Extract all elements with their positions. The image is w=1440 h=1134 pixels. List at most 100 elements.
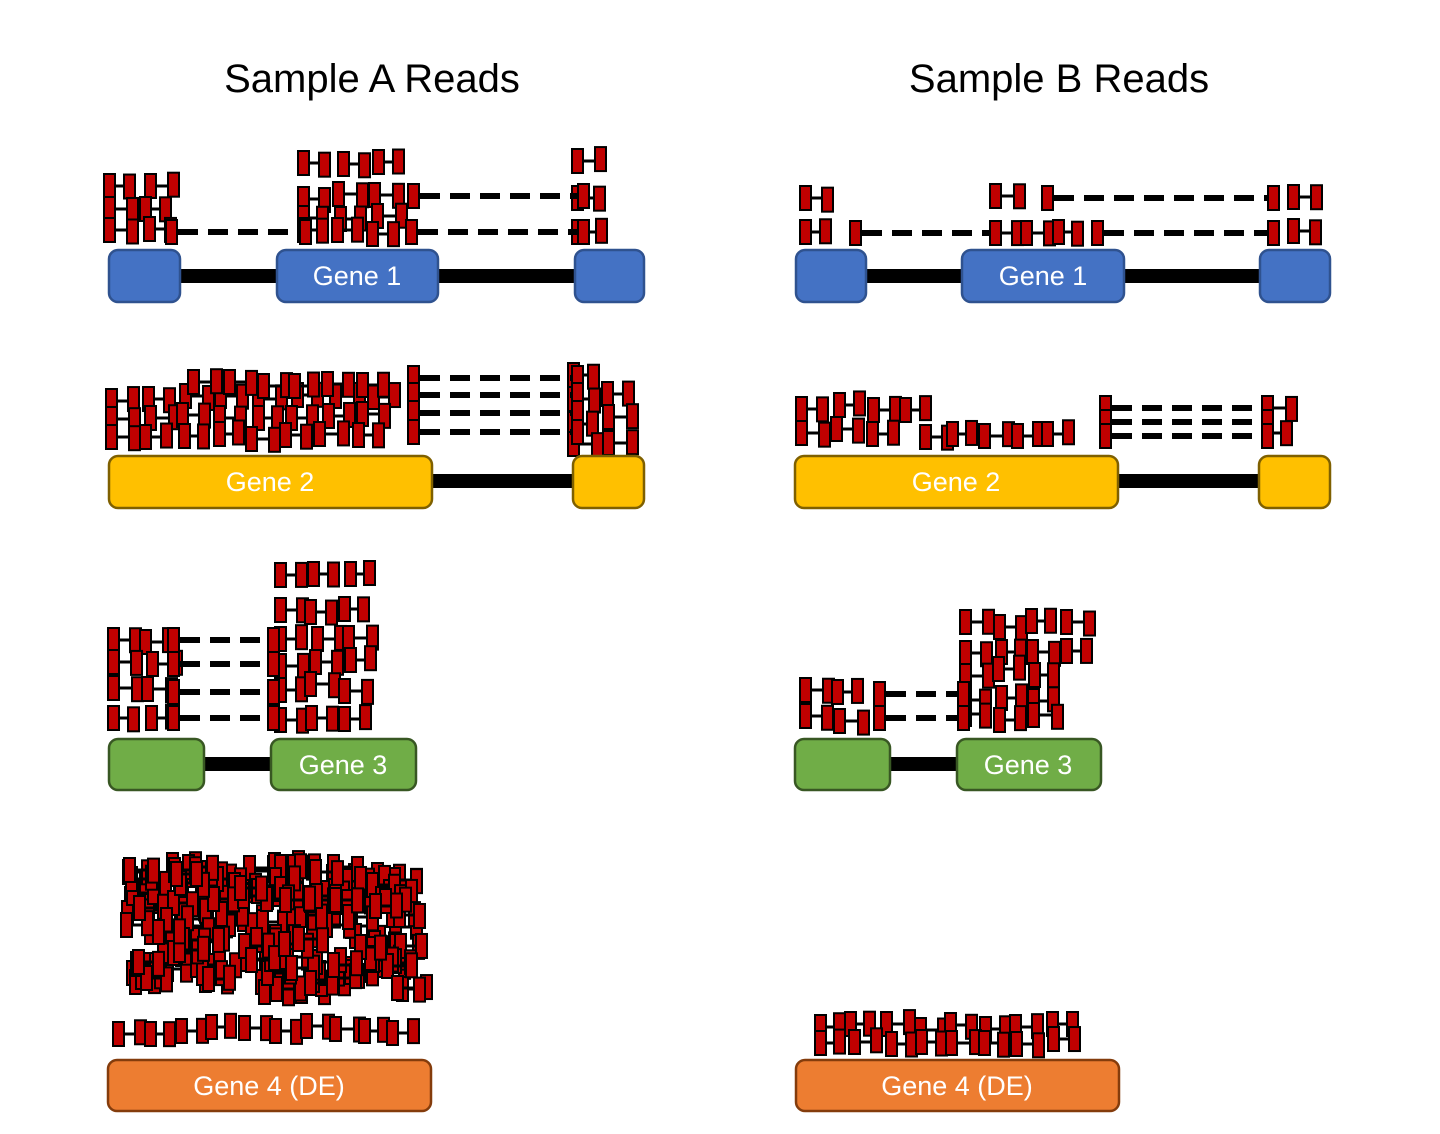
sample-a-gene4-reads (112, 850, 433, 1048)
read-mate (267, 651, 280, 677)
paired-read (107, 627, 142, 654)
paired-read (139, 422, 173, 450)
spliced-read (407, 419, 584, 445)
read-mate (997, 1031, 1010, 1058)
read-mate (223, 964, 236, 991)
read-mate (852, 417, 865, 444)
read-mate (304, 671, 317, 697)
exon-block (794, 1058, 1121, 1113)
paired-read (959, 608, 995, 635)
paired-read (352, 422, 385, 449)
sample-b-gene1: Gene 1 (794, 183, 1332, 304)
read-mate (1261, 423, 1274, 449)
read-mate (1071, 220, 1084, 247)
read-mate (359, 704, 372, 731)
paired-read (799, 703, 834, 731)
read-mate (167, 705, 180, 731)
read-mate (342, 904, 355, 930)
paired-read (799, 218, 832, 245)
read-mate (814, 1030, 827, 1056)
read-mate (1285, 395, 1298, 422)
read-mate (139, 424, 152, 450)
read-mate (903, 1009, 916, 1036)
read-mate (197, 935, 210, 962)
exon-block (1258, 248, 1332, 304)
read-mate (1041, 185, 1054, 211)
read-mate (358, 152, 371, 179)
paired-read (245, 426, 281, 453)
read-mate (1014, 705, 1027, 732)
paired-read (371, 202, 408, 229)
read-mate (571, 419, 584, 445)
sample-b-gene4: Gene 4 (DE) (794, 1009, 1121, 1113)
read-mate (165, 219, 178, 245)
read-mate (1044, 607, 1057, 634)
read-mate (413, 976, 426, 1003)
exon-block (573, 248, 646, 304)
read-mate (1267, 220, 1280, 246)
exon-block (275, 248, 440, 304)
spliced-read (1099, 423, 1274, 449)
paired-read (202, 964, 236, 992)
read-mate (851, 677, 864, 704)
read-mate (366, 221, 379, 247)
read-mate (326, 705, 339, 732)
paired-read (978, 421, 1015, 449)
paired-read (234, 875, 268, 902)
read-mate (849, 220, 862, 246)
read-mate (1015, 683, 1028, 710)
read-mate (1020, 220, 1033, 246)
read-mate (602, 430, 615, 456)
read-mate (144, 173, 157, 199)
paired-read (331, 216, 364, 243)
paired-read (270, 975, 307, 1002)
read-mate (413, 902, 426, 929)
read-mate (588, 387, 601, 414)
paired-read (175, 1017, 209, 1044)
read-mate (1026, 639, 1039, 665)
gene-label: Gene 1 (999, 261, 1088, 291)
read-mate (982, 608, 995, 635)
read-mate (352, 422, 365, 448)
paired-read (945, 1029, 982, 1056)
read-mate (1060, 638, 1073, 664)
paired-read (123, 857, 160, 884)
paired-read (170, 861, 203, 888)
sample-b-gene3: Gene 3 (793, 607, 1103, 792)
read-mate (297, 150, 310, 176)
read-mate (107, 649, 120, 675)
spliced-read (405, 219, 590, 245)
read-mate (245, 947, 258, 973)
read-mate (205, 1014, 218, 1040)
read-mate (329, 1016, 342, 1042)
read-mate (224, 1012, 237, 1039)
read-mate (107, 675, 120, 701)
read-mate (1041, 421, 1054, 447)
gene-label: Gene 2 (912, 467, 1001, 497)
read-mate (816, 396, 829, 423)
sample-a-gene1: Gene 1 (103, 146, 646, 304)
paired-read (795, 396, 829, 423)
read-mate (278, 931, 291, 957)
paired-read (1041, 419, 1075, 447)
read-mate (363, 560, 376, 587)
read-mate (593, 185, 606, 212)
paired-read (103, 173, 136, 200)
paired-read (372, 148, 405, 175)
read-mate (130, 649, 143, 676)
read-mate (245, 369, 258, 396)
read-mate (821, 186, 834, 213)
read-mate (197, 423, 210, 450)
spliced-read (849, 220, 1002, 246)
paired-read (1052, 219, 1084, 247)
read-mate (1280, 420, 1293, 447)
paired-read (105, 406, 141, 434)
read-mate (255, 875, 268, 902)
paired-read (311, 624, 347, 652)
spliced-read (167, 679, 280, 705)
sample-b-gene4-reads (814, 1009, 1081, 1059)
paired-read (144, 1021, 176, 1048)
read-mate (152, 950, 165, 977)
paired-read (304, 599, 338, 626)
read-mate (147, 857, 160, 884)
